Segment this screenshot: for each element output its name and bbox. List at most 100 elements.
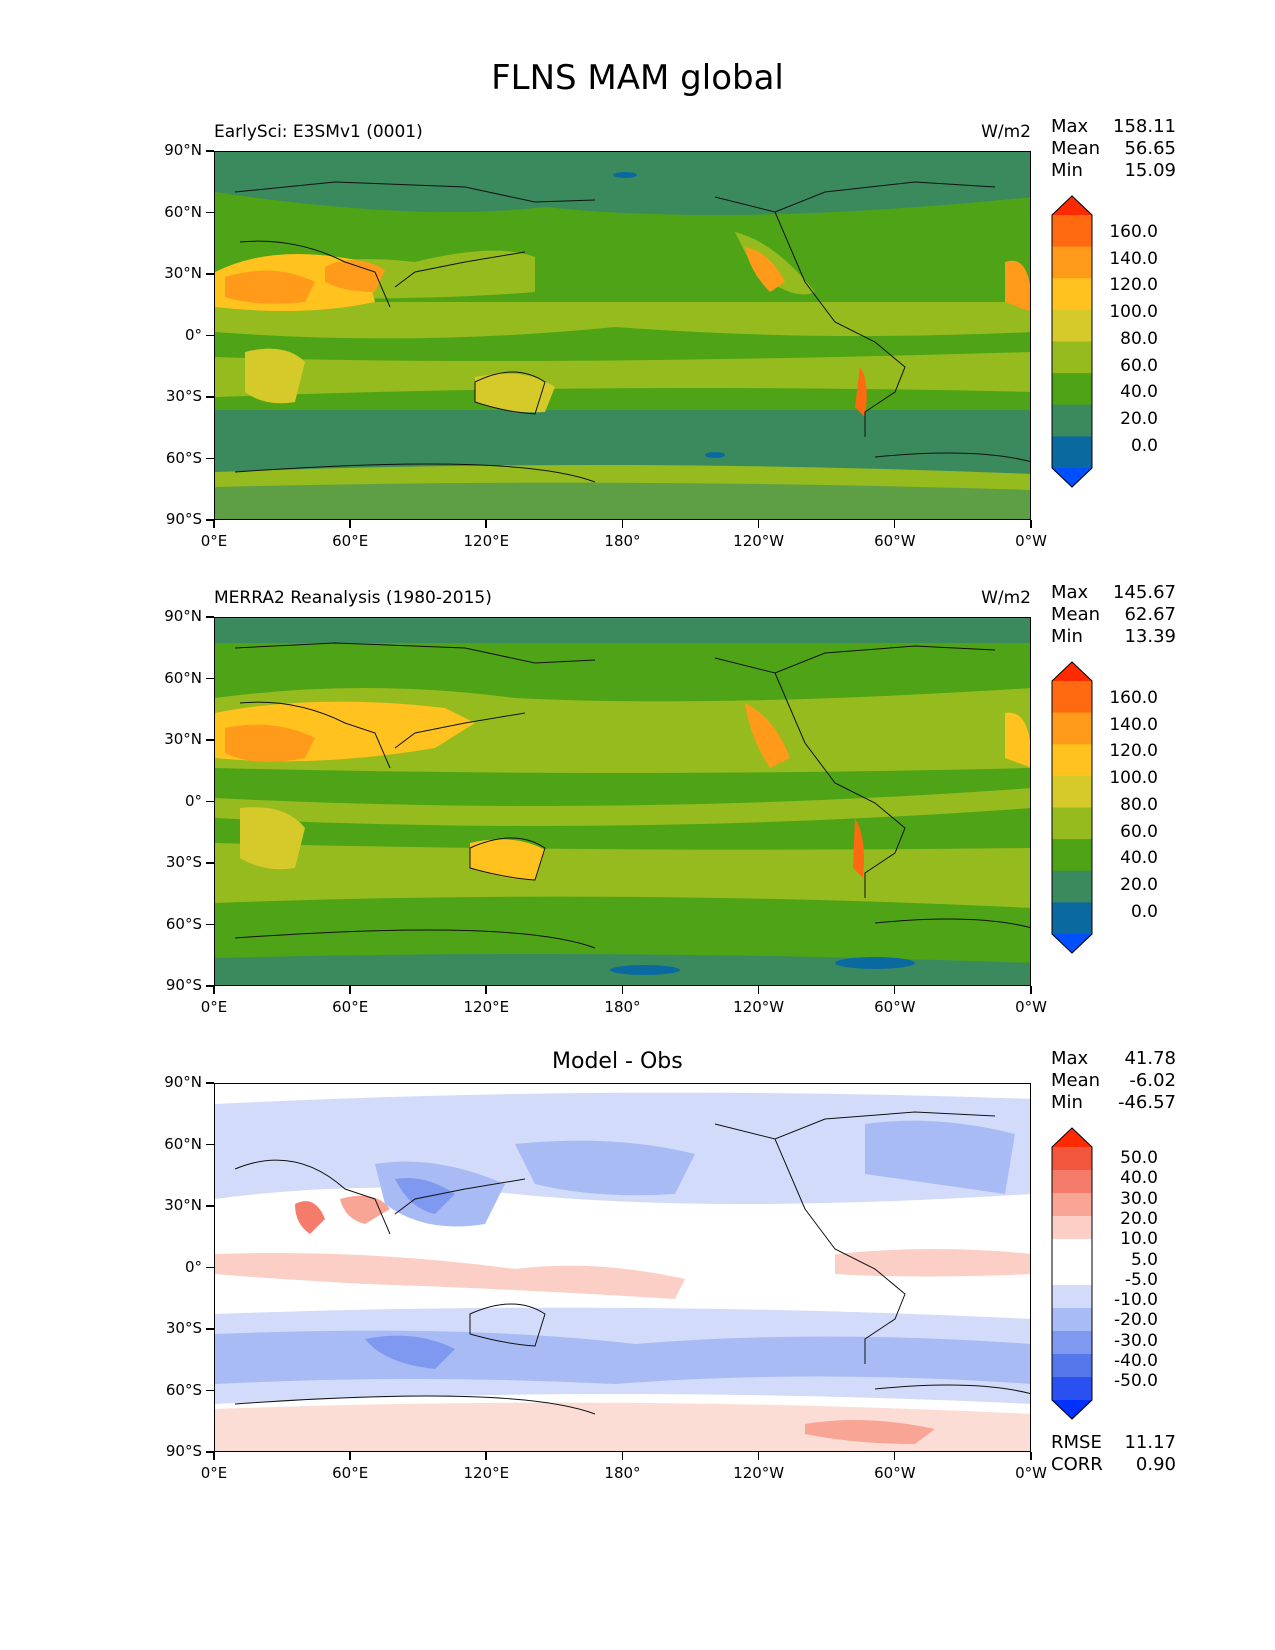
colorbar-label: 10.0 — [1120, 1229, 1158, 1250]
lon-tick — [349, 1452, 351, 1460]
lat-tick — [206, 800, 214, 802]
lon-tick — [349, 520, 351, 528]
lon-tick — [893, 986, 896, 994]
colorbar-extend-min — [1052, 1400, 1092, 1419]
colorbar-label: 5.0 — [1130, 1249, 1158, 1270]
lon-label: 180° — [604, 1464, 641, 1482]
panel2-mean-label: Mean — [1051, 604, 1101, 625]
colorbar-label: 40.0 — [1120, 1168, 1158, 1189]
colorbar-segment — [1052, 870, 1092, 903]
colorbar-segment — [1052, 404, 1092, 437]
colorbar-segment — [1052, 902, 1092, 935]
lat-tick — [206, 677, 214, 679]
colorbar-segment — [1052, 341, 1092, 374]
panel2-min-value: 13.39 — [1124, 626, 1176, 647]
lon-label: 60°E — [332, 998, 369, 1016]
lon-tick — [1030, 986, 1032, 994]
colorbar-segment — [1052, 436, 1092, 469]
lat-tick — [206, 1205, 214, 1207]
panel1-map — [214, 151, 1031, 520]
colorbar-label: 50.0 — [1120, 1148, 1158, 1168]
lat-tick — [206, 519, 214, 521]
panel2-max-value: 145.67 — [1113, 582, 1176, 603]
lat-tick — [206, 273, 214, 275]
lon-tick — [213, 1452, 215, 1460]
lon-tick — [893, 1452, 896, 1460]
panel2-max-label: Max — [1051, 582, 1089, 603]
panel2-units: W/m2 — [981, 588, 1031, 608]
lat-label: 90°S — [165, 1442, 202, 1460]
lat-label: 60°S — [165, 1380, 202, 1399]
colorbar-segment — [1052, 775, 1092, 808]
lat-tick — [206, 457, 214, 459]
lat-label: 90°N — [164, 607, 202, 625]
panel3-corr-value: 0.90 — [1135, 1454, 1176, 1475]
colorbar-extend-max — [1052, 662, 1092, 681]
lon-label: 60°E — [332, 532, 369, 550]
lat-tick — [206, 211, 214, 213]
panel3-max-label: Max — [1051, 1048, 1089, 1069]
lon-label: 0°W — [1015, 1464, 1047, 1482]
lat-label: 30°N — [164, 264, 202, 282]
colorbar-label: -40.0 — [1114, 1351, 1158, 1371]
colorbar-outline — [1051, 195, 1093, 488]
panel1-max-label: Max — [1051, 116, 1089, 137]
lon-tick — [349, 986, 351, 994]
lat-tick — [206, 334, 214, 336]
colorbar-outline — [1051, 661, 1093, 954]
colorbar-extend-min — [1052, 468, 1092, 487]
lat-tick — [206, 1143, 214, 1145]
colorbar-label: 60.0 — [1120, 355, 1158, 376]
lon-tick — [1030, 1452, 1032, 1460]
colorbar-label: 20.0 — [1120, 874, 1158, 895]
lon-label: 0°W — [1015, 998, 1047, 1016]
lon-tick — [757, 1452, 760, 1460]
panel1-title: EarlySci: E3SMv1 (0001) — [214, 122, 423, 142]
colorbar-segment — [1052, 1193, 1092, 1217]
colorbar-segment — [1052, 807, 1092, 840]
lat-tick — [206, 396, 214, 398]
lon-label: 120°E — [463, 532, 510, 550]
lon-label: 180° — [604, 532, 641, 550]
colorbar-extend-max — [1052, 196, 1092, 215]
lon-label: 120°E — [463, 1464, 510, 1482]
lat-label: 30°N — [164, 1196, 202, 1214]
colorbar-extend-max — [1052, 1128, 1092, 1147]
colorbar-segment — [1052, 1147, 1092, 1171]
lat-tick — [206, 1389, 214, 1391]
lon-label: 60°E — [332, 1464, 369, 1482]
colorbar-label: 140.0 — [1109, 714, 1158, 735]
panel3-min-label: Min — [1051, 1092, 1083, 1113]
lon-tick — [757, 520, 760, 528]
colorbar-segment — [1052, 1308, 1092, 1332]
colorbar-segment — [1052, 1285, 1092, 1309]
panel2-title: MERRA2 Reanalysis (1980-2015) — [214, 588, 492, 608]
lat-tick — [206, 1082, 214, 1084]
panel3-map — [214, 1083, 1031, 1452]
lat-tick — [206, 616, 214, 618]
colorbar-label: 100.0 — [1109, 768, 1158, 789]
lat-label: 90°S — [165, 976, 202, 994]
colorbar-outline — [1051, 1127, 1093, 1420]
colorbar-segment — [1052, 712, 1092, 745]
colorbar-segment — [1052, 278, 1092, 311]
lon-tick — [485, 520, 487, 528]
lat-tick — [206, 923, 214, 925]
colorbar-label: -50.0 — [1114, 1371, 1158, 1392]
colorbar-segment — [1052, 1354, 1092, 1378]
colorbar-segment — [1052, 215, 1092, 248]
lon-label: 120°W — [733, 532, 785, 550]
lat-label: 60°N — [164, 202, 202, 221]
panel2-colorbar — [1051, 661, 1093, 958]
lat-label: 30°S — [165, 853, 202, 871]
colorbar-segment — [1052, 246, 1092, 279]
lon-tick — [621, 1452, 623, 1460]
lat-label: 30°N — [164, 730, 202, 748]
lat-label: 0° — [184, 325, 202, 344]
panel1-min-label: Min — [1051, 160, 1083, 181]
lon-label: 0°E — [200, 532, 228, 550]
panel2-mean-value: 62.67 — [1124, 604, 1176, 625]
lat-label: 0° — [184, 791, 202, 810]
lon-label: 120°W — [733, 998, 785, 1016]
lon-label: 0°E — [200, 998, 228, 1016]
